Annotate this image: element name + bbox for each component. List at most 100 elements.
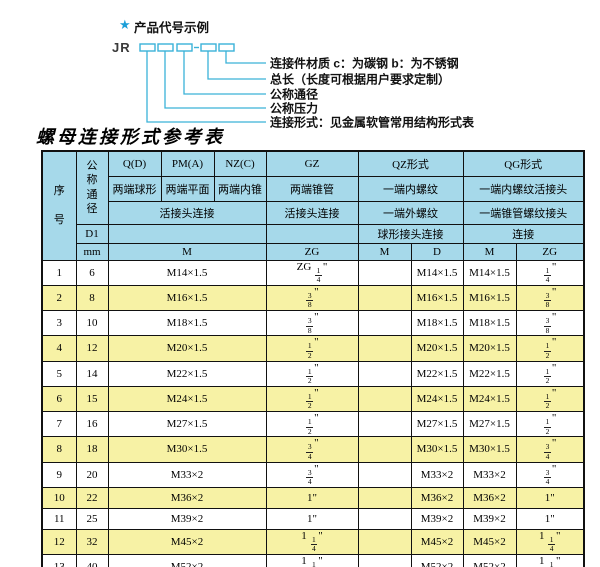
gz-zg-cell: 1 12" bbox=[265, 553, 359, 567]
qg-m-cell: M45×2 bbox=[462, 528, 517, 556]
gz-zg-cell: 1 2 " bbox=[265, 360, 359, 387]
qz-d-cell: M27×1.5 bbox=[410, 410, 464, 438]
dn-mm-cell: 8 bbox=[75, 284, 109, 312]
table-body: 1 6 M14×1.5 ZG 1 4 " M14×1.5 M14×1.5 1 4 " 2… bbox=[41, 259, 585, 567]
gz-zg-cell: 3 4 " bbox=[265, 436, 359, 463]
m-thread-cell: M52×2 bbox=[107, 553, 267, 567]
qz-d-cell: M36×2 bbox=[410, 486, 464, 509]
header-q-desc: 两端球形 bbox=[107, 175, 162, 202]
qg-m-cell: M20×1.5 bbox=[462, 335, 517, 362]
dn-mm-cell: 32 bbox=[75, 528, 109, 556]
header-m: M bbox=[107, 242, 267, 261]
dn-mm-cell: 15 bbox=[75, 385, 109, 413]
qz-m-cell bbox=[357, 507, 412, 530]
qg-m-cell: M52×2 bbox=[462, 553, 517, 567]
header-nz-desc: 两端内锥 bbox=[213, 175, 267, 202]
qz-d-cell: M30×1.5 bbox=[410, 436, 464, 463]
gz-zg-cell: 1 2 " bbox=[265, 410, 359, 438]
header-qz-desc1: 一端内螺纹 bbox=[357, 175, 464, 202]
dn-mm-cell: 6 bbox=[75, 259, 109, 286]
dn-mm-cell: 25 bbox=[75, 507, 109, 530]
qg-m-cell: M36×2 bbox=[462, 486, 517, 509]
header-seq: 序号 bbox=[41, 150, 77, 261]
header-qg-desc1: 一端内螺纹活接头 bbox=[462, 175, 585, 202]
code-label-material: 连接件材质 c：为碳钢 b：为不锈钢 bbox=[270, 56, 459, 71]
qz-m-cell bbox=[357, 553, 412, 567]
qz-d-cell: M45×2 bbox=[410, 528, 464, 556]
header-col-q: Q(D) bbox=[107, 150, 162, 177]
qg-m-cell: M22×1.5 bbox=[462, 360, 517, 387]
seq-cell: 5 bbox=[41, 360, 77, 387]
qz-d-cell: M14×1.5 bbox=[410, 259, 464, 286]
seq-cell: 12 bbox=[41, 528, 77, 556]
header-col-qg: QG形式 bbox=[462, 150, 585, 177]
m-thread-cell: M39×2 bbox=[107, 507, 267, 530]
m-thread-cell: M36×2 bbox=[107, 486, 267, 509]
table-row: 13 40 M52×2 1 12" M52×2 M52×2 1 12" bbox=[41, 553, 585, 567]
header-qz-desc2: 一端外螺纹 bbox=[357, 200, 464, 225]
seq-cell: 1 bbox=[41, 259, 77, 286]
table-row: 5 14 M22×1.5 1 2 " M22×1.5 M22×1.5 1 2 " bbox=[41, 360, 585, 387]
header-qg-m: M bbox=[462, 242, 517, 261]
page-title: 螺母连接形式参考表 bbox=[36, 127, 225, 147]
m-thread-cell: M18×1.5 bbox=[107, 309, 267, 337]
seq-cell: 8 bbox=[41, 436, 77, 463]
gz-zg-cell: 1" bbox=[265, 486, 359, 509]
gz-zg-cell: 3 4 " bbox=[265, 461, 359, 488]
m-thread-cell: M22×1.5 bbox=[107, 360, 267, 387]
code-label-pressure: 公称压力 bbox=[270, 101, 319, 116]
dn-mm-cell: 14 bbox=[75, 360, 109, 387]
header-union-desc: 活接头连接 bbox=[107, 200, 267, 225]
dn-mm-cell: 22 bbox=[75, 486, 109, 509]
table-row: 11 25 M39×2 1" M39×2 M39×2 1" bbox=[41, 507, 585, 530]
table-row: 12 32 M45×2 1 1 4 " M45×2 M45×2 1 1 4 " bbox=[41, 528, 585, 556]
header-mm: mm bbox=[75, 242, 109, 261]
code-box-5 bbox=[218, 43, 235, 52]
seq-cell: 11 bbox=[41, 507, 77, 530]
qg-zg-cell: 1 2 " bbox=[515, 360, 585, 387]
header-pm-desc: 两端平面 bbox=[160, 175, 215, 202]
qg-zg-cell: 1 12" bbox=[515, 553, 585, 567]
dn-mm-cell: 40 bbox=[75, 553, 109, 567]
dn-mm-cell: 12 bbox=[75, 335, 109, 362]
qg-m-cell: M16×1.5 bbox=[462, 284, 517, 312]
qz-m-cell bbox=[357, 410, 412, 438]
code-label-length: 总长（长度可根据用户要求定制） bbox=[270, 72, 451, 87]
qg-zg-cell: 1 1 4 " bbox=[515, 528, 585, 556]
qz-m-cell bbox=[357, 259, 412, 286]
m-thread-cell: M27×1.5 bbox=[107, 410, 267, 438]
dn-mm-cell: 18 bbox=[75, 436, 109, 463]
m-thread-cell: M24×1.5 bbox=[107, 385, 267, 413]
qg-m-cell: M14×1.5 bbox=[462, 259, 517, 286]
qz-m-cell bbox=[357, 385, 412, 413]
seq-cell: 2 bbox=[41, 284, 77, 312]
m-thread-cell: M20×1.5 bbox=[107, 335, 267, 362]
dn-mm-cell: 16 bbox=[75, 410, 109, 438]
qz-m-cell bbox=[357, 309, 412, 337]
table-row: 6 15 M24×1.5 1 2 " M24×1.5 M24×1.5 1 2 " bbox=[41, 385, 585, 413]
qg-m-cell: M33×2 bbox=[462, 461, 517, 488]
qg-zg-cell: 3 4 " bbox=[515, 461, 585, 488]
seq-cell: 4 bbox=[41, 335, 77, 362]
table-row: 4 12 M20×1.5 1 2 " M20×1.5 M20×1.5 1 2 " bbox=[41, 335, 585, 362]
qg-zg-cell: 1 2 " bbox=[515, 410, 585, 438]
nut-connection-table: 序号 公称通径 Q(D) PM(A) NZ(C) GZ QZ形式 QG形式 两端… bbox=[41, 150, 585, 567]
qz-m-cell bbox=[357, 284, 412, 312]
qz-d-cell: M22×1.5 bbox=[410, 360, 464, 387]
header-dn: 公称通径 bbox=[75, 150, 109, 225]
qz-d-cell: M52×2 bbox=[410, 553, 464, 567]
seq-cell: 7 bbox=[41, 410, 77, 438]
qz-d-cell: M20×1.5 bbox=[410, 335, 464, 362]
header-qg-desc2: 一端锥管螺纹接头 bbox=[462, 200, 585, 225]
qz-d-cell: M18×1.5 bbox=[410, 309, 464, 337]
table-header: 序号 公称通径 Q(D) PM(A) NZ(C) GZ QZ形式 QG形式 两端… bbox=[41, 150, 585, 261]
m-thread-cell: M45×2 bbox=[107, 528, 267, 556]
m-thread-cell: M33×2 bbox=[107, 461, 267, 488]
qg-zg-cell: 1" bbox=[515, 486, 585, 509]
seq-cell: 3 bbox=[41, 309, 77, 337]
qz-m-cell bbox=[357, 436, 412, 463]
m-thread-cell: M16×1.5 bbox=[107, 284, 267, 312]
qg-m-cell: M30×1.5 bbox=[462, 436, 517, 463]
header-qz-m: M bbox=[357, 242, 412, 261]
